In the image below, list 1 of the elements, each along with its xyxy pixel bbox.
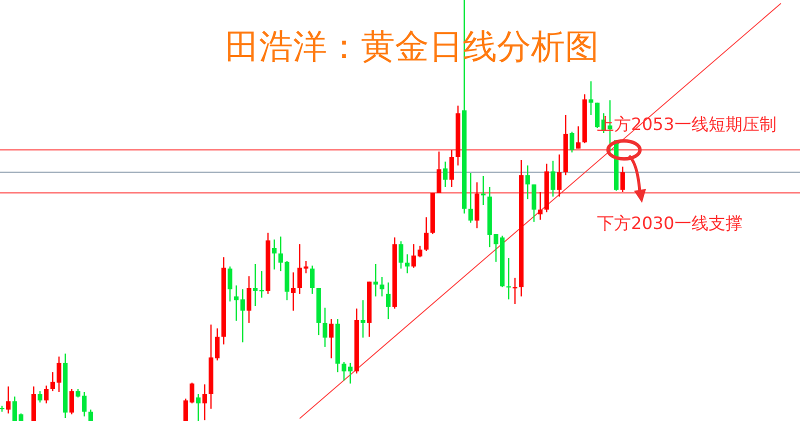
legend-label: 下方2030一线支撑	[597, 214, 742, 234]
